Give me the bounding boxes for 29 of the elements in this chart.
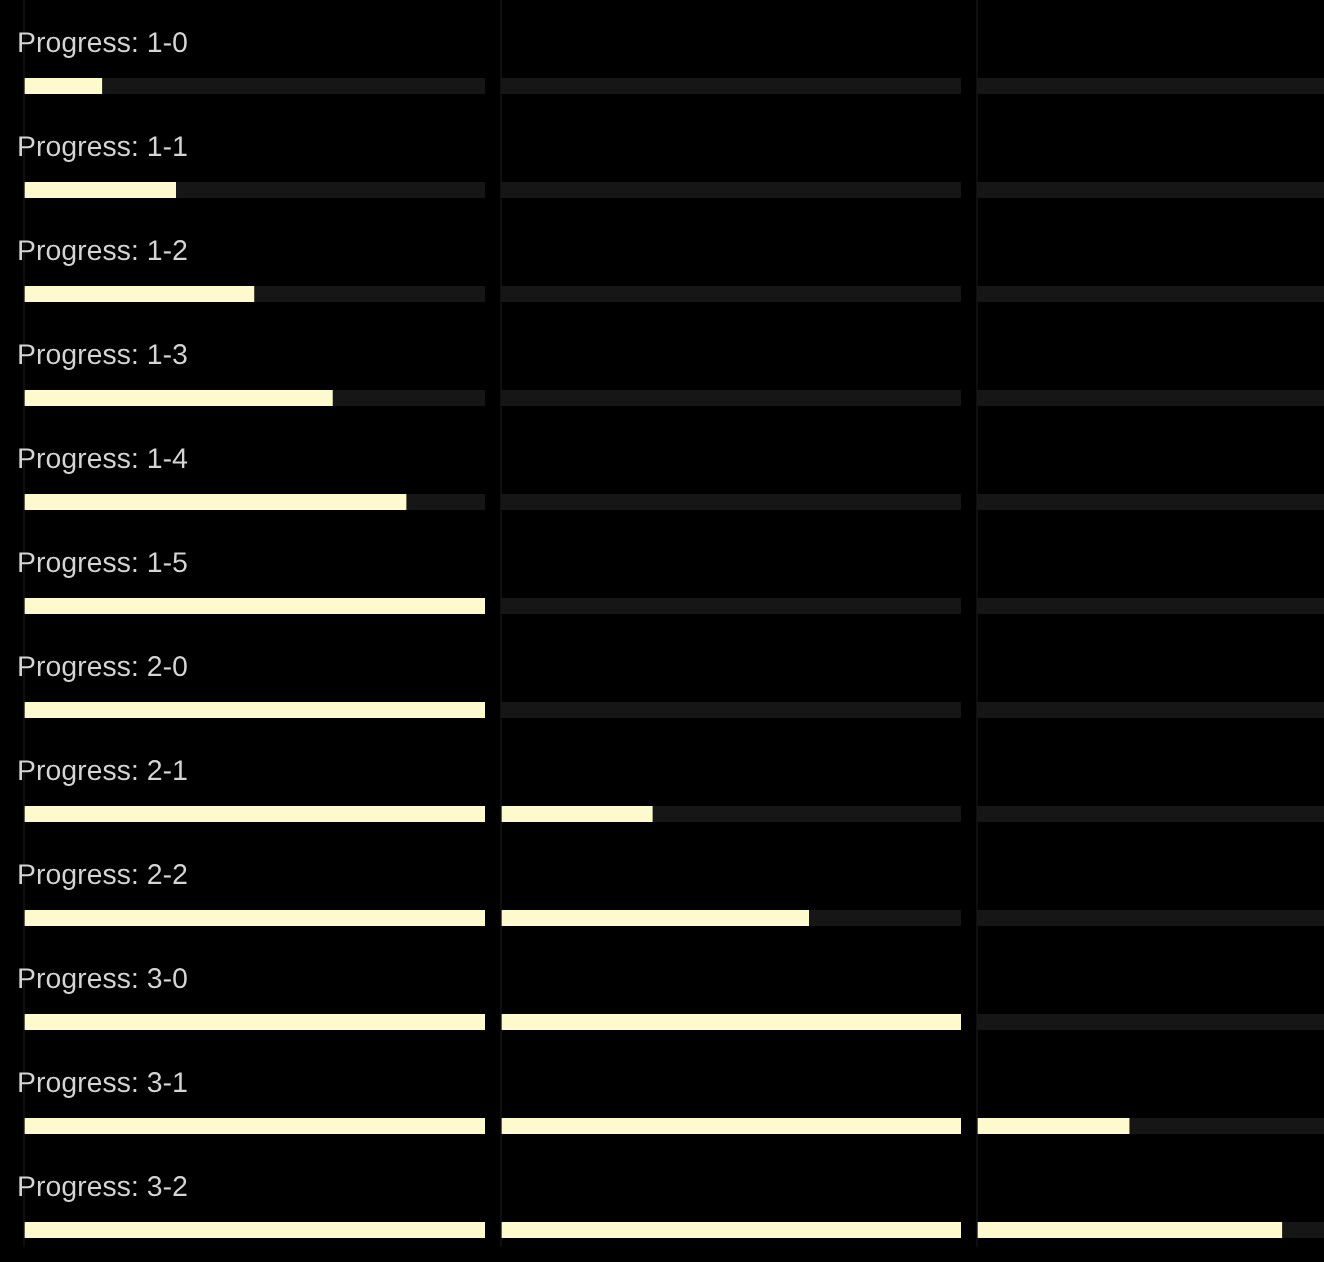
y-tick-label: Progress: 1-4	[19, 448, 188, 474]
y-tick-label: Progress: 1-0	[19, 32, 187, 58]
bar	[24, 390, 333, 406]
bar	[24, 910, 485, 926]
y-tick-label: Progress: 2-0	[19, 656, 187, 682]
bar	[24, 78, 103, 94]
bar	[24, 286, 255, 302]
y-tick-label: Progress: 1-1	[19, 136, 187, 162]
bar	[24, 494, 407, 510]
y-tick-label: Progress: 3-2	[19, 1176, 187, 1202]
bar	[254, 286, 485, 302]
y-tick-label: Progress: 3-1	[19, 1072, 187, 1098]
bar	[332, 390, 485, 406]
y-tick-label: Progress: 1-5	[19, 552, 187, 578]
bar	[24, 1014, 485, 1030]
bar	[24, 182, 177, 198]
bar	[24, 702, 485, 718]
y-tick-label: Progress: 1-2	[19, 240, 187, 266]
bar	[406, 494, 485, 510]
y-tick-label: Progress: 1-3	[19, 344, 187, 370]
bar	[24, 1222, 485, 1238]
y-tick-label: Progress: 2-1	[19, 760, 187, 786]
y-tick-label: Progress: 3-0	[19, 968, 187, 994]
bar	[24, 1118, 485, 1134]
bar	[24, 598, 485, 614]
bar	[24, 806, 485, 822]
bar	[102, 78, 485, 94]
y-tick-label: Progress: 2-2	[19, 864, 187, 890]
bar	[176, 182, 485, 198]
